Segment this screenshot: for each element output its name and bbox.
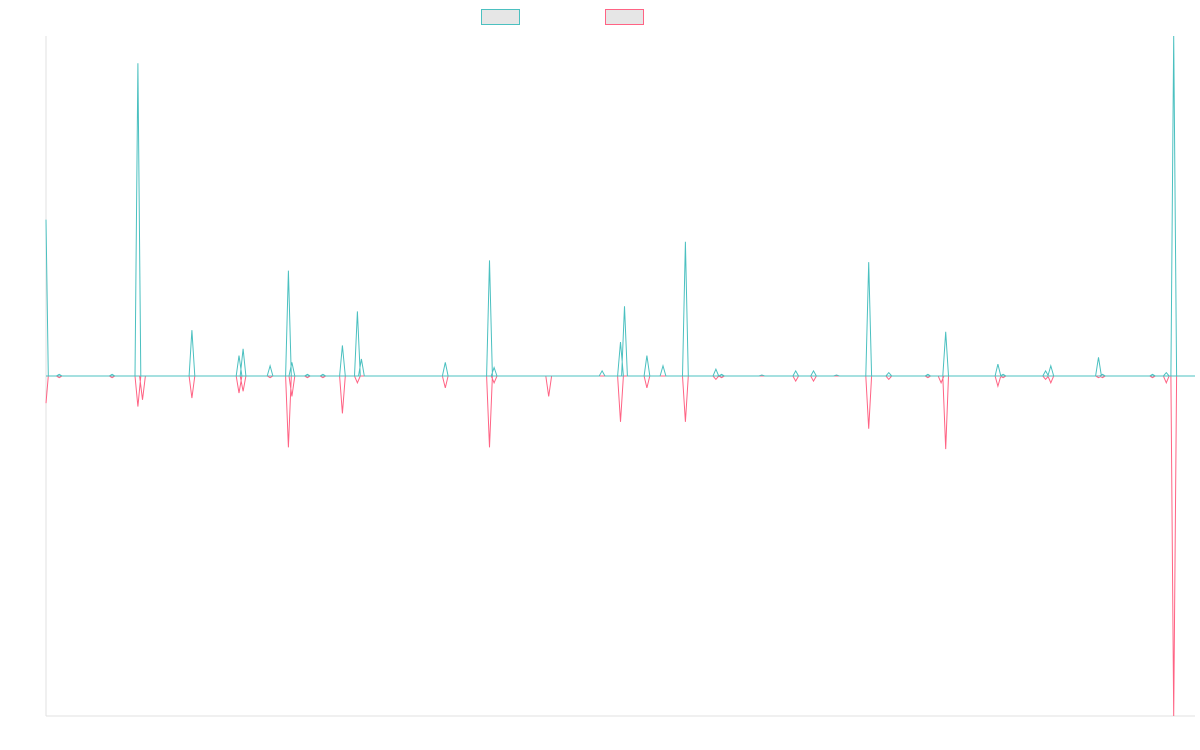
legend-swatch-series-a[interactable] [481,9,520,25]
legend-swatch-series-b[interactable] [605,9,644,25]
series-b-line[interactable] [45,375,1195,717]
series-a-line[interactable] [45,35,1195,377]
